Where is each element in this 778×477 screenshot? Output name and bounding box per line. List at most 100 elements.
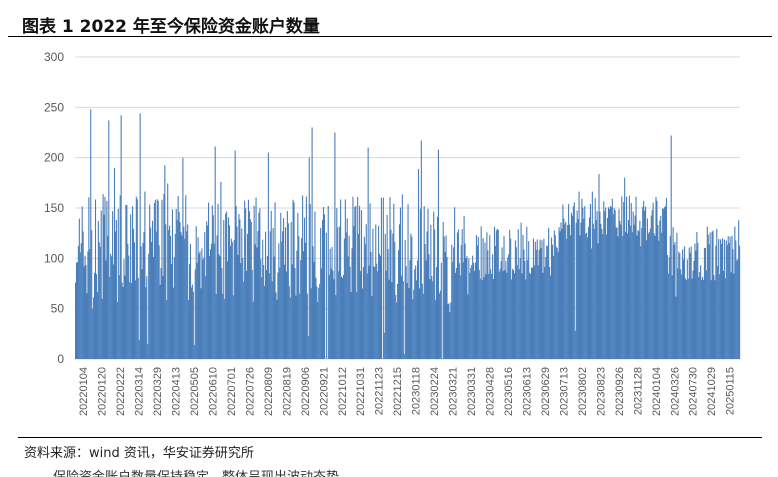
bar — [514, 240, 516, 359]
bar — [572, 206, 574, 359]
bar — [692, 270, 694, 359]
bar — [208, 202, 210, 359]
bar — [181, 235, 183, 359]
bar — [734, 226, 736, 359]
bar — [108, 120, 110, 359]
bar — [738, 220, 740, 359]
bar — [679, 253, 681, 359]
bar — [544, 266, 546, 359]
bar — [184, 238, 186, 359]
bar — [287, 223, 289, 359]
bar — [445, 235, 447, 359]
bar — [229, 245, 231, 359]
bar — [565, 221, 567, 359]
bar — [130, 214, 132, 359]
bar — [328, 274, 330, 359]
bar — [609, 205, 611, 359]
bar — [235, 205, 237, 359]
bar — [643, 201, 645, 359]
bar — [475, 235, 477, 359]
bar — [359, 205, 361, 359]
bar — [732, 249, 734, 359]
bar — [264, 285, 266, 359]
bar — [694, 243, 696, 359]
bar — [452, 262, 454, 359]
bar — [284, 227, 287, 359]
bar — [489, 235, 491, 359]
bar — [373, 266, 375, 359]
bar — [279, 267, 281, 359]
bar — [590, 248, 592, 359]
bar — [537, 265, 539, 359]
bar — [128, 255, 130, 359]
bar — [592, 223, 594, 359]
bar — [255, 197, 257, 359]
bar — [601, 229, 603, 359]
bar — [697, 242, 699, 359]
bar — [350, 291, 352, 359]
bar — [102, 194, 104, 359]
bar — [633, 224, 635, 359]
bar — [338, 271, 340, 359]
bar — [95, 274, 97, 359]
bar — [379, 255, 382, 359]
bar — [451, 244, 453, 359]
bar — [280, 212, 282, 359]
bar — [659, 220, 661, 359]
bar — [195, 226, 197, 359]
bar — [158, 245, 160, 359]
bar — [416, 280, 418, 359]
bar — [707, 234, 709, 359]
y-tick-label: 0 — [57, 352, 64, 366]
bar — [482, 238, 484, 359]
bar — [219, 256, 221, 359]
bar — [691, 278, 693, 359]
bar — [587, 237, 589, 359]
bar — [554, 235, 556, 359]
bar — [193, 344, 195, 359]
bar — [250, 221, 252, 359]
bar — [101, 298, 103, 359]
x-tick-label: 20230823 — [595, 367, 607, 416]
bar — [81, 206, 83, 359]
bar — [152, 256, 154, 359]
x-tick-label: 20220120 — [97, 367, 109, 416]
bar — [716, 228, 718, 359]
bar — [107, 235, 109, 359]
bar — [91, 230, 93, 359]
bar — [396, 302, 398, 359]
x-tick-label: 20230926 — [614, 367, 626, 416]
bar — [176, 220, 178, 359]
bar — [291, 264, 293, 359]
bar — [211, 205, 213, 359]
bar — [689, 252, 691, 359]
bar — [395, 294, 397, 359]
bar — [375, 224, 377, 359]
bar — [398, 250, 400, 359]
bar — [446, 256, 448, 359]
bar — [293, 202, 295, 359]
bar — [299, 293, 301, 359]
y-tick-label: 250 — [44, 100, 64, 114]
bar — [598, 174, 600, 359]
bar — [90, 109, 92, 359]
bar — [201, 248, 203, 359]
bar — [493, 226, 496, 359]
bar — [665, 198, 667, 359]
bar — [531, 267, 533, 359]
bar — [438, 293, 440, 359]
bar — [685, 280, 687, 359]
x-tick-label: 20230224 — [429, 367, 441, 416]
bar — [75, 282, 77, 359]
bar — [358, 233, 360, 359]
bar — [160, 268, 162, 359]
bar — [222, 293, 224, 359]
bar — [424, 244, 426, 359]
bar — [684, 278, 686, 359]
bar — [140, 246, 142, 359]
bar — [182, 157, 184, 359]
bar — [567, 224, 569, 359]
bar — [307, 335, 309, 359]
bar — [188, 300, 190, 359]
bar — [165, 224, 167, 359]
